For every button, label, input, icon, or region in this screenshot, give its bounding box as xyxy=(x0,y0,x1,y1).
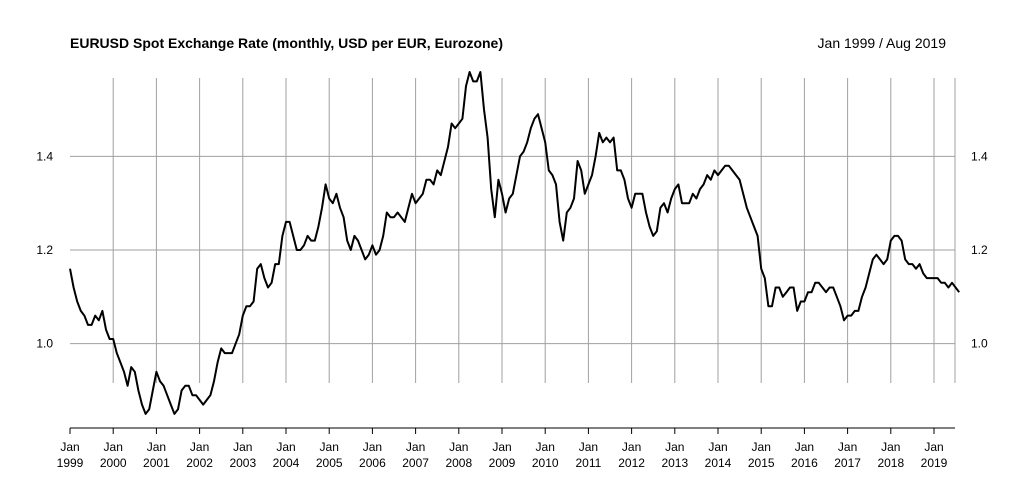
x-tick-label-month: Jan xyxy=(190,440,209,454)
x-tick-label-month: Jan xyxy=(276,440,295,454)
x-tick-label-month: Jan xyxy=(363,440,382,454)
x-tick-label-month: Jan xyxy=(708,440,727,454)
x-tick-label-month: Jan xyxy=(406,440,425,454)
x-tick-label-month: Jan xyxy=(622,440,641,454)
x-tick-label-year: 2013 xyxy=(661,456,688,470)
x-tick-label-month: Jan xyxy=(795,440,814,454)
x-tick-label-year: 2019 xyxy=(921,456,948,470)
x-tick-label-month: Jan xyxy=(838,440,857,454)
x-tick-label-month: Jan xyxy=(320,440,339,454)
x-tick-label-month: Jan xyxy=(147,440,166,454)
x-tick-label-year: 2004 xyxy=(273,456,300,470)
y-axis-left: 1.0 1.2 1.4 xyxy=(36,149,53,350)
chart-title: EURUSD Spot Exchange Rate (monthly, USD … xyxy=(70,35,504,51)
x-tick-label-month: Jan xyxy=(492,440,511,454)
eurusd-series-line xyxy=(69,71,960,415)
x-tick-label-year: 1999 xyxy=(57,456,84,470)
x-tick-label-month: Jan xyxy=(579,440,598,454)
x-tick-label-month: Jan xyxy=(752,440,771,454)
y-tick-label-right: 1.2 xyxy=(971,243,988,257)
y-axis-right: 1.0 1.2 1.4 xyxy=(971,149,988,350)
x-tick-label-year: 2018 xyxy=(877,456,904,470)
x-tick-label-year: 2015 xyxy=(748,456,775,470)
x-tick-label-year: 2016 xyxy=(791,456,818,470)
x-tick-label-year: 2008 xyxy=(445,456,472,470)
x-tick-label-month: Jan xyxy=(924,440,943,454)
y-tick-label-left: 1.0 xyxy=(36,337,53,351)
grid-lines xyxy=(70,78,956,383)
y-tick-label-left: 1.2 xyxy=(36,243,53,257)
x-tick-label-month: Jan xyxy=(233,440,252,454)
x-tick-label-year: 2012 xyxy=(618,456,645,470)
x-tick-label-year: 2000 xyxy=(100,456,127,470)
x-tick-label-year: 2001 xyxy=(143,456,170,470)
x-tick-label-year: 2010 xyxy=(532,456,559,470)
date-range-label: Jan 1999 / Aug 2019 xyxy=(817,35,946,51)
x-tick-label-year: 2005 xyxy=(316,456,343,470)
x-tick-label-year: 2002 xyxy=(186,456,213,470)
x-tick-label-year: 2003 xyxy=(229,456,256,470)
series-layer xyxy=(69,71,960,415)
y-tick-label-left: 1.4 xyxy=(36,149,53,163)
x-tick-label-year: 2017 xyxy=(834,456,861,470)
y-tick-label-right: 1.4 xyxy=(971,149,988,163)
x-tick-label-month: Jan xyxy=(536,440,555,454)
x-tick-label-year: 2009 xyxy=(489,456,516,470)
y-tick-label-right: 1.0 xyxy=(971,337,988,351)
x-tick-label-year: 2011 xyxy=(575,456,601,470)
x-tick-label-month: Jan xyxy=(104,440,123,454)
x-axis: Jan 1999 Jan 2000 Jan 2001 Jan 2002 Jan 2003 Jan 20… xyxy=(57,427,955,470)
x-tick-label-month: Jan xyxy=(60,440,79,454)
x-tick-label-year: 2006 xyxy=(359,456,386,470)
x-tick-label-year: 2007 xyxy=(402,456,429,470)
x-tick-label-year: 2014 xyxy=(705,456,732,470)
x-tick-label-month: Jan xyxy=(665,440,684,454)
x-tick-label-month: Jan xyxy=(449,440,468,454)
x-tick-label-month: Jan xyxy=(881,440,900,454)
